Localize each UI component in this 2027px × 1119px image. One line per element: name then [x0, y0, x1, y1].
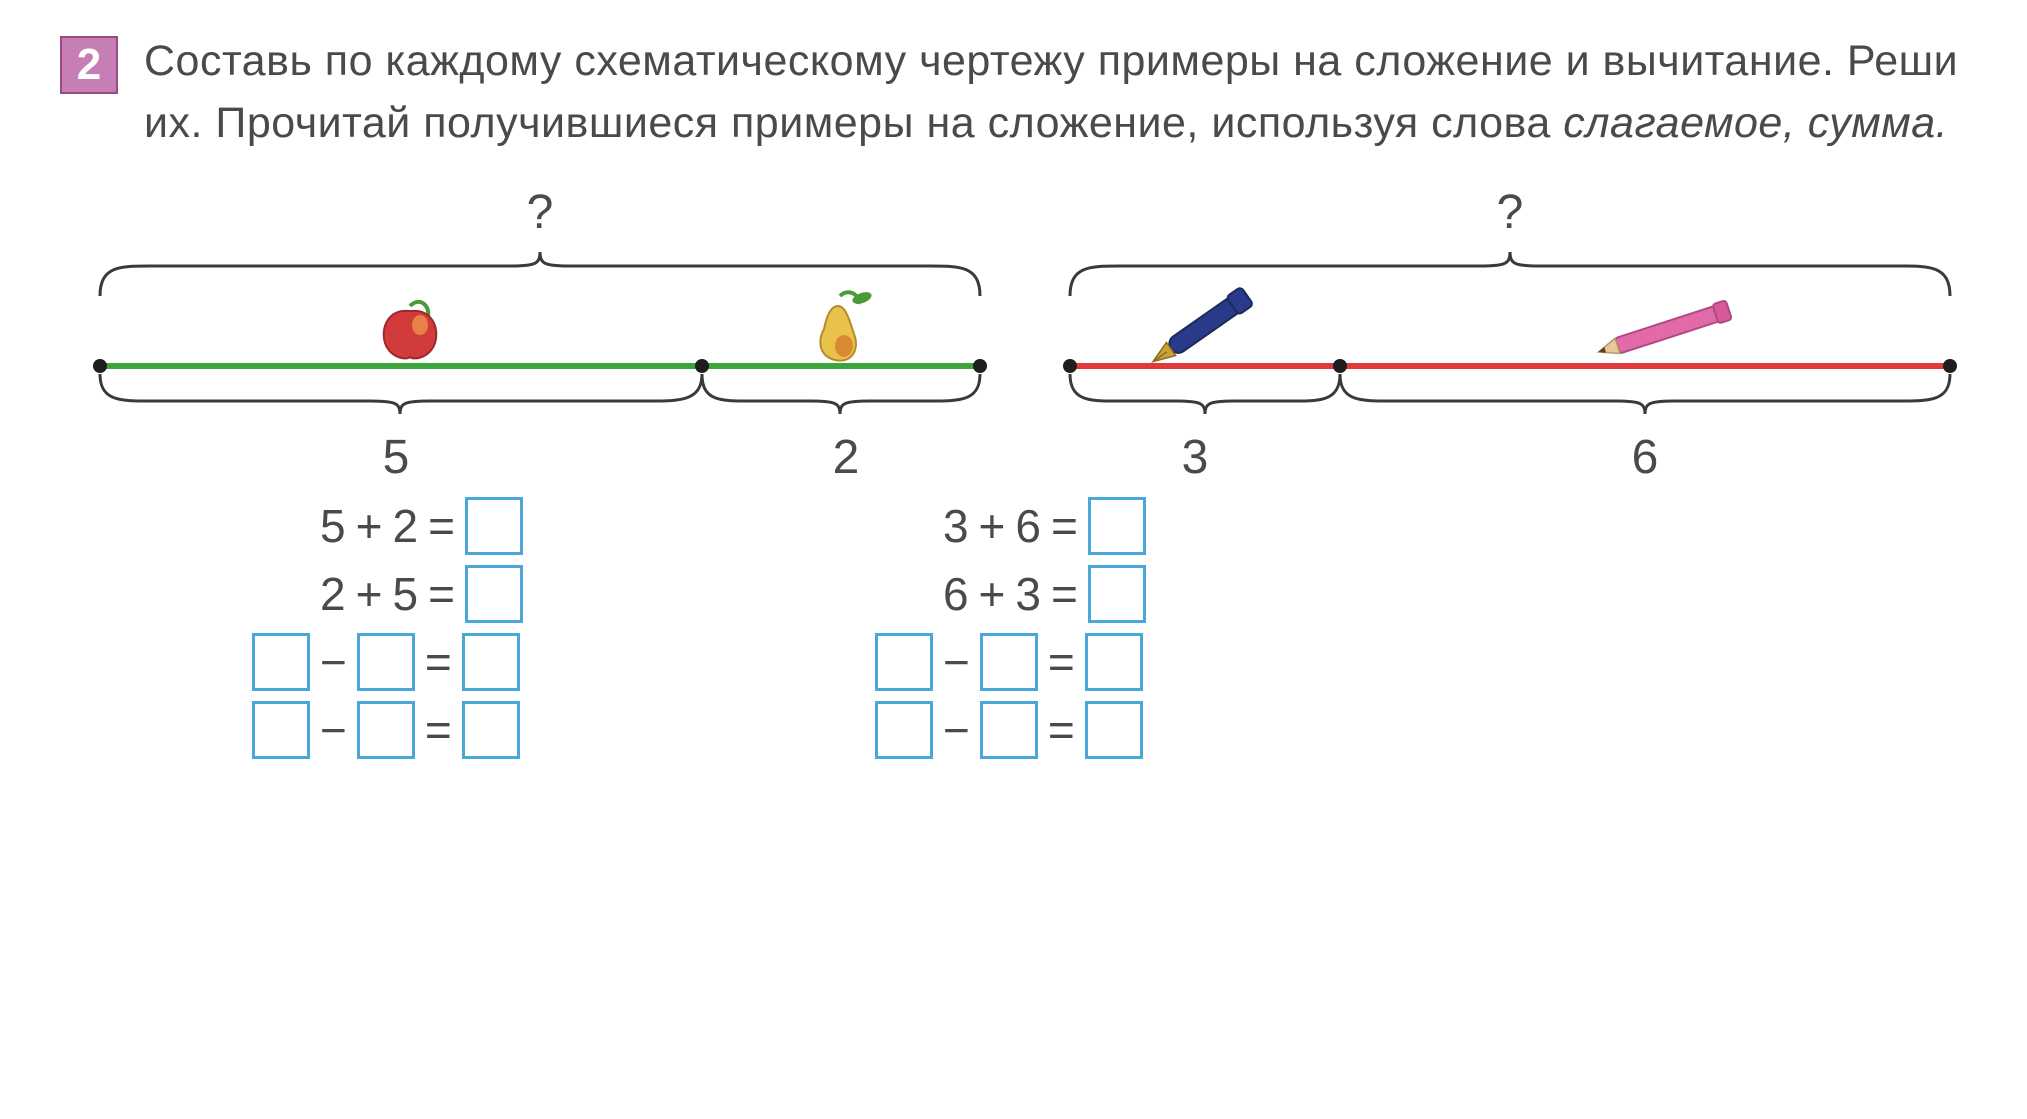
eq-operator: +: [356, 499, 383, 553]
eq-equals: =: [425, 635, 452, 689]
eq-operand: 3: [1015, 567, 1041, 621]
segment-labels-left: 5 2: [90, 430, 990, 485]
equation-line: 6 + 3 =: [943, 565, 1146, 623]
equations-row: 5 + 2 = 2 + 5 = − = − = 3: [60, 497, 1967, 759]
equation-line: 3 + 6 =: [943, 497, 1146, 555]
pear-icon: [820, 290, 873, 361]
equations-right: 3 + 6 = 6 + 3 = − = − =: [943, 497, 1146, 759]
eq-operator: −: [320, 703, 347, 757]
eq-equals: =: [1048, 703, 1075, 757]
answer-box[interactable]: [875, 633, 933, 691]
pen-icon: [1147, 286, 1254, 370]
equations-left: 5 + 2 = 2 + 5 = − = − =: [320, 497, 523, 759]
task-header: 2 Составь по каждому схематическому черт…: [60, 30, 1967, 155]
answer-box[interactable]: [465, 565, 523, 623]
apple-icon: [384, 302, 437, 359]
answer-box[interactable]: [357, 701, 415, 759]
eq-operand: 5: [392, 567, 418, 621]
schematic-diagram-left: [90, 246, 990, 416]
eq-equals: =: [1048, 635, 1075, 689]
eq-operand: 6: [943, 567, 969, 621]
eq-operator: −: [943, 703, 970, 757]
equation-line: − =: [252, 701, 523, 759]
question-mark: ?: [527, 185, 554, 240]
answer-box[interactable]: [465, 497, 523, 555]
answer-box[interactable]: [980, 701, 1038, 759]
task-instruction: Составь по каждому схематическому чертеж…: [144, 30, 1967, 155]
equation-line: − =: [875, 701, 1146, 759]
instruction-italic: слагаемое, сумма.: [1563, 99, 1948, 147]
equation-line: − =: [875, 633, 1146, 691]
segment-labels-right: 3 6: [1060, 430, 1960, 485]
segment-label: 6: [1330, 430, 1960, 485]
answer-box[interactable]: [1085, 633, 1143, 691]
answer-box[interactable]: [252, 633, 310, 691]
eq-operator: +: [356, 567, 383, 621]
eq-equals: =: [1051, 567, 1078, 621]
equation-line: 2 + 5 =: [320, 565, 523, 623]
answer-box[interactable]: [462, 633, 520, 691]
eq-operand: 2: [392, 499, 418, 553]
pencil-icon: [1595, 300, 1731, 361]
diagrams-row: ? 5: [60, 185, 1967, 485]
answer-box[interactable]: [1085, 701, 1143, 759]
answer-box[interactable]: [1088, 565, 1146, 623]
answer-box[interactable]: [1088, 497, 1146, 555]
eq-equals: =: [428, 499, 455, 553]
eq-operator: +: [979, 567, 1006, 621]
answer-box[interactable]: [252, 701, 310, 759]
segment-label: 5: [90, 430, 702, 485]
schematic-diagram-right: [1060, 246, 1960, 416]
answer-box[interactable]: [357, 633, 415, 691]
segment-label: 3: [1060, 430, 1330, 485]
eq-equals: =: [428, 567, 455, 621]
diagram-right: ?: [1060, 185, 1960, 485]
task-number-badge: 2: [60, 36, 118, 94]
question-mark: ?: [1497, 185, 1524, 240]
equation-line: 5 + 2 =: [320, 497, 523, 555]
eq-operator: −: [943, 635, 970, 689]
answer-box[interactable]: [980, 633, 1038, 691]
answer-box[interactable]: [462, 701, 520, 759]
eq-operand: 5: [320, 499, 346, 553]
eq-operand: 3: [943, 499, 969, 553]
diagram-left: ? 5: [90, 185, 990, 485]
eq-equals: =: [1051, 499, 1078, 553]
eq-operand: 6: [1015, 499, 1041, 553]
eq-operand: 2: [320, 567, 346, 621]
answer-box[interactable]: [875, 701, 933, 759]
eq-operator: +: [979, 499, 1006, 553]
equation-line: − =: [252, 633, 523, 691]
segment-label: 2: [702, 430, 990, 485]
eq-equals: =: [425, 703, 452, 757]
eq-operator: −: [320, 635, 347, 689]
